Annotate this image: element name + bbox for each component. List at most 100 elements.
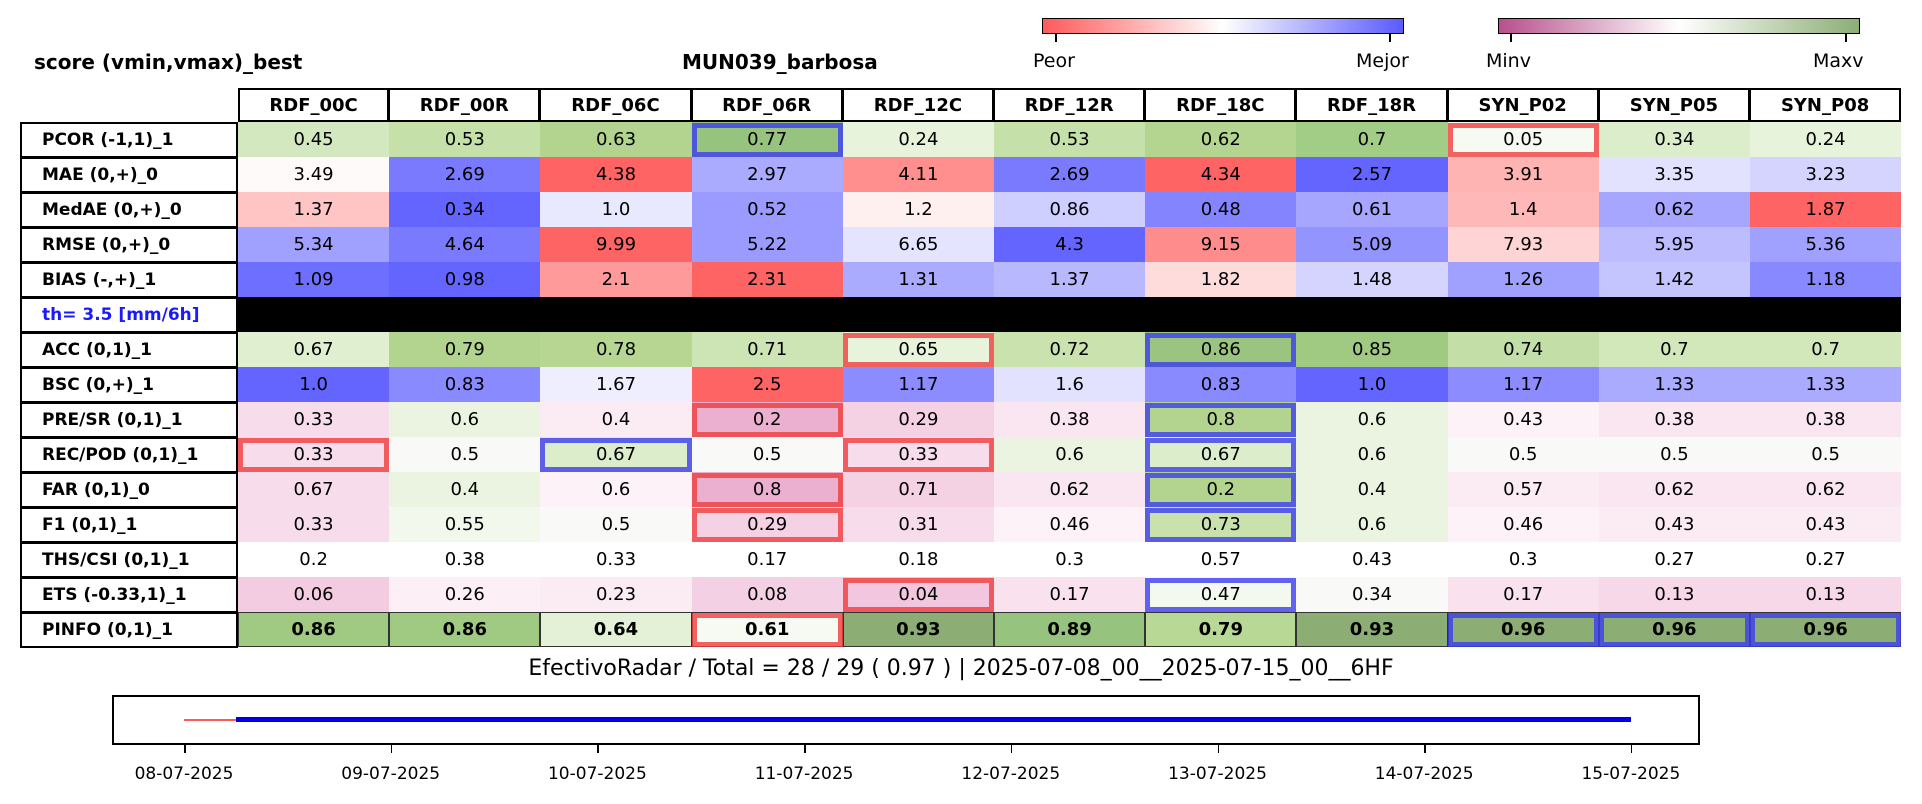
colorbar-max-label: Maxv	[1813, 50, 1864, 72]
table-cell: 0.29	[842, 402, 994, 437]
table-cell: 1.37	[238, 192, 390, 227]
column-header: RDF_00R	[388, 88, 541, 122]
table-cell: 4.34	[1145, 157, 1297, 192]
table-cell: 0.38	[1598, 402, 1750, 437]
row-label: MAE (0,+)_0	[20, 157, 238, 193]
table-cell: 0.6	[540, 472, 692, 507]
row-label: ACC (0,1)_1	[20, 332, 238, 368]
table-cell: 1.33	[1750, 367, 1902, 402]
table-cell: 0.4	[389, 472, 541, 507]
table-cell: 1.0	[540, 192, 692, 227]
footer-summary: EfectivoRadar / Total = 28 / 29 ( 0.97 )…	[528, 656, 1394, 681]
column-header: SYN_P08	[1749, 88, 1902, 122]
colorbar-tick	[1510, 34, 1512, 42]
table-cell: 1.82	[1145, 262, 1297, 297]
table-cell: 2.69	[994, 157, 1146, 192]
column-header: RDF_06C	[539, 88, 692, 122]
table-cell: 6.65	[842, 227, 994, 262]
table-cell: 0.27	[1598, 542, 1750, 577]
table-cell: 0.57	[1145, 542, 1297, 577]
table-cell: 3.35	[1598, 157, 1750, 192]
table-cell: 0.46	[1447, 507, 1599, 542]
table-cell: 2.31	[691, 262, 843, 297]
table-cell: 0.47	[1145, 577, 1297, 612]
table-cell: 5.36	[1750, 227, 1902, 262]
table-cell: 0.71	[691, 332, 843, 367]
threshold-separator-bar	[238, 297, 1902, 332]
table-cell: 0.05	[1447, 122, 1599, 157]
row-label: PINFO (0,1)_1	[20, 612, 238, 648]
table-cell: 1.33	[1598, 367, 1750, 402]
table-cell: 0.4	[540, 402, 692, 437]
table-cell: 0.23	[540, 577, 692, 612]
table-cell: 0.43	[1296, 542, 1448, 577]
table-cell: 0.52	[691, 192, 843, 227]
table-cell: 0.08	[691, 577, 843, 612]
table-cell: 0.83	[1145, 367, 1297, 402]
table-cell: 0.17	[994, 577, 1146, 612]
table-cell: 1.31	[842, 262, 994, 297]
timeline-tick-label: 12-07-2025	[961, 764, 1061, 784]
table-cell: 4.38	[540, 157, 692, 192]
table-cell: 0.17	[1447, 577, 1599, 612]
table-cell: 1.17	[1447, 367, 1599, 402]
table-cell: 0.5	[1750, 437, 1902, 472]
timeline-tick-label: 14-07-2025	[1374, 764, 1474, 784]
timeline-tick	[390, 745, 393, 753]
table-cell: 1.42	[1598, 262, 1750, 297]
table-cell: 1.6	[994, 367, 1146, 402]
table-cell: 0.34	[1296, 577, 1448, 612]
table-cell: 0.5	[1598, 437, 1750, 472]
table-cell: 5.22	[691, 227, 843, 262]
column-header: RDF_00C	[238, 88, 390, 122]
table-cell: 0.18	[842, 542, 994, 577]
table-cell: 0.67	[238, 332, 390, 367]
table-cell: 0.67	[1145, 437, 1297, 472]
table-cell: 0.43	[1598, 507, 1750, 542]
table-cell: 0.78	[540, 332, 692, 367]
table-cell: 0.29	[691, 507, 843, 542]
table-cell: 0.79	[389, 332, 541, 367]
chart-title-left: score (vmin,vmax)_best	[34, 50, 303, 74]
table-cell: 0.86	[238, 612, 390, 647]
table-cell: 2.5	[691, 367, 843, 402]
table-cell: 9.15	[1145, 227, 1297, 262]
table-cell: 0.96	[1598, 612, 1750, 647]
table-cell: 0.62	[1598, 472, 1750, 507]
table-cell: 0.33	[238, 402, 390, 437]
column-header: RDF_06R	[690, 88, 843, 122]
table-cell: 1.0	[238, 367, 390, 402]
timeline-tick-label: 10-07-2025	[547, 764, 647, 784]
table-cell: 0.5	[540, 507, 692, 542]
timeline-tick	[1010, 745, 1013, 753]
table-cell: 0.4	[1296, 472, 1448, 507]
table-cell: 0.77	[691, 122, 843, 157]
timeline-valid-segment	[235, 717, 1631, 722]
row-label: FAR (0,1)_0	[20, 472, 238, 508]
row-label: PCOR (-1,1)_1	[20, 122, 238, 158]
row-label: BIAS (-,+)_1	[20, 262, 238, 298]
table-cell: 0.96	[1750, 612, 1902, 647]
table-cell: 0.65	[842, 332, 994, 367]
table-cell: 0.7	[1296, 122, 1448, 157]
table-cell: 0.06	[238, 577, 390, 612]
row-label: THS/CSI (0,1)_1	[20, 542, 238, 578]
table-cell: 0.6	[389, 402, 541, 437]
timeline-tick	[1217, 745, 1219, 753]
table-cell: 0.67	[238, 472, 390, 507]
table-cell: 1.17	[842, 367, 994, 402]
table-cell: 0.17	[691, 542, 843, 577]
timeline-tick-label: 09-07-2025	[341, 764, 441, 784]
table-cell: 0.79	[1145, 612, 1297, 647]
table-cell: 0.55	[389, 507, 541, 542]
table-cell: 5.95	[1598, 227, 1750, 262]
table-cell: 1.09	[238, 262, 390, 297]
table-cell: 0.96	[1447, 612, 1599, 647]
table-cell: 1.4	[1447, 192, 1599, 227]
score-colorbar	[1042, 18, 1404, 34]
table-cell: 1.2	[842, 192, 994, 227]
table-cell: 0.6	[1296, 437, 1448, 472]
table-cell: 0.74	[1447, 332, 1599, 367]
table-cell: 0.89	[994, 612, 1146, 647]
table-cell: 4.3	[994, 227, 1146, 262]
